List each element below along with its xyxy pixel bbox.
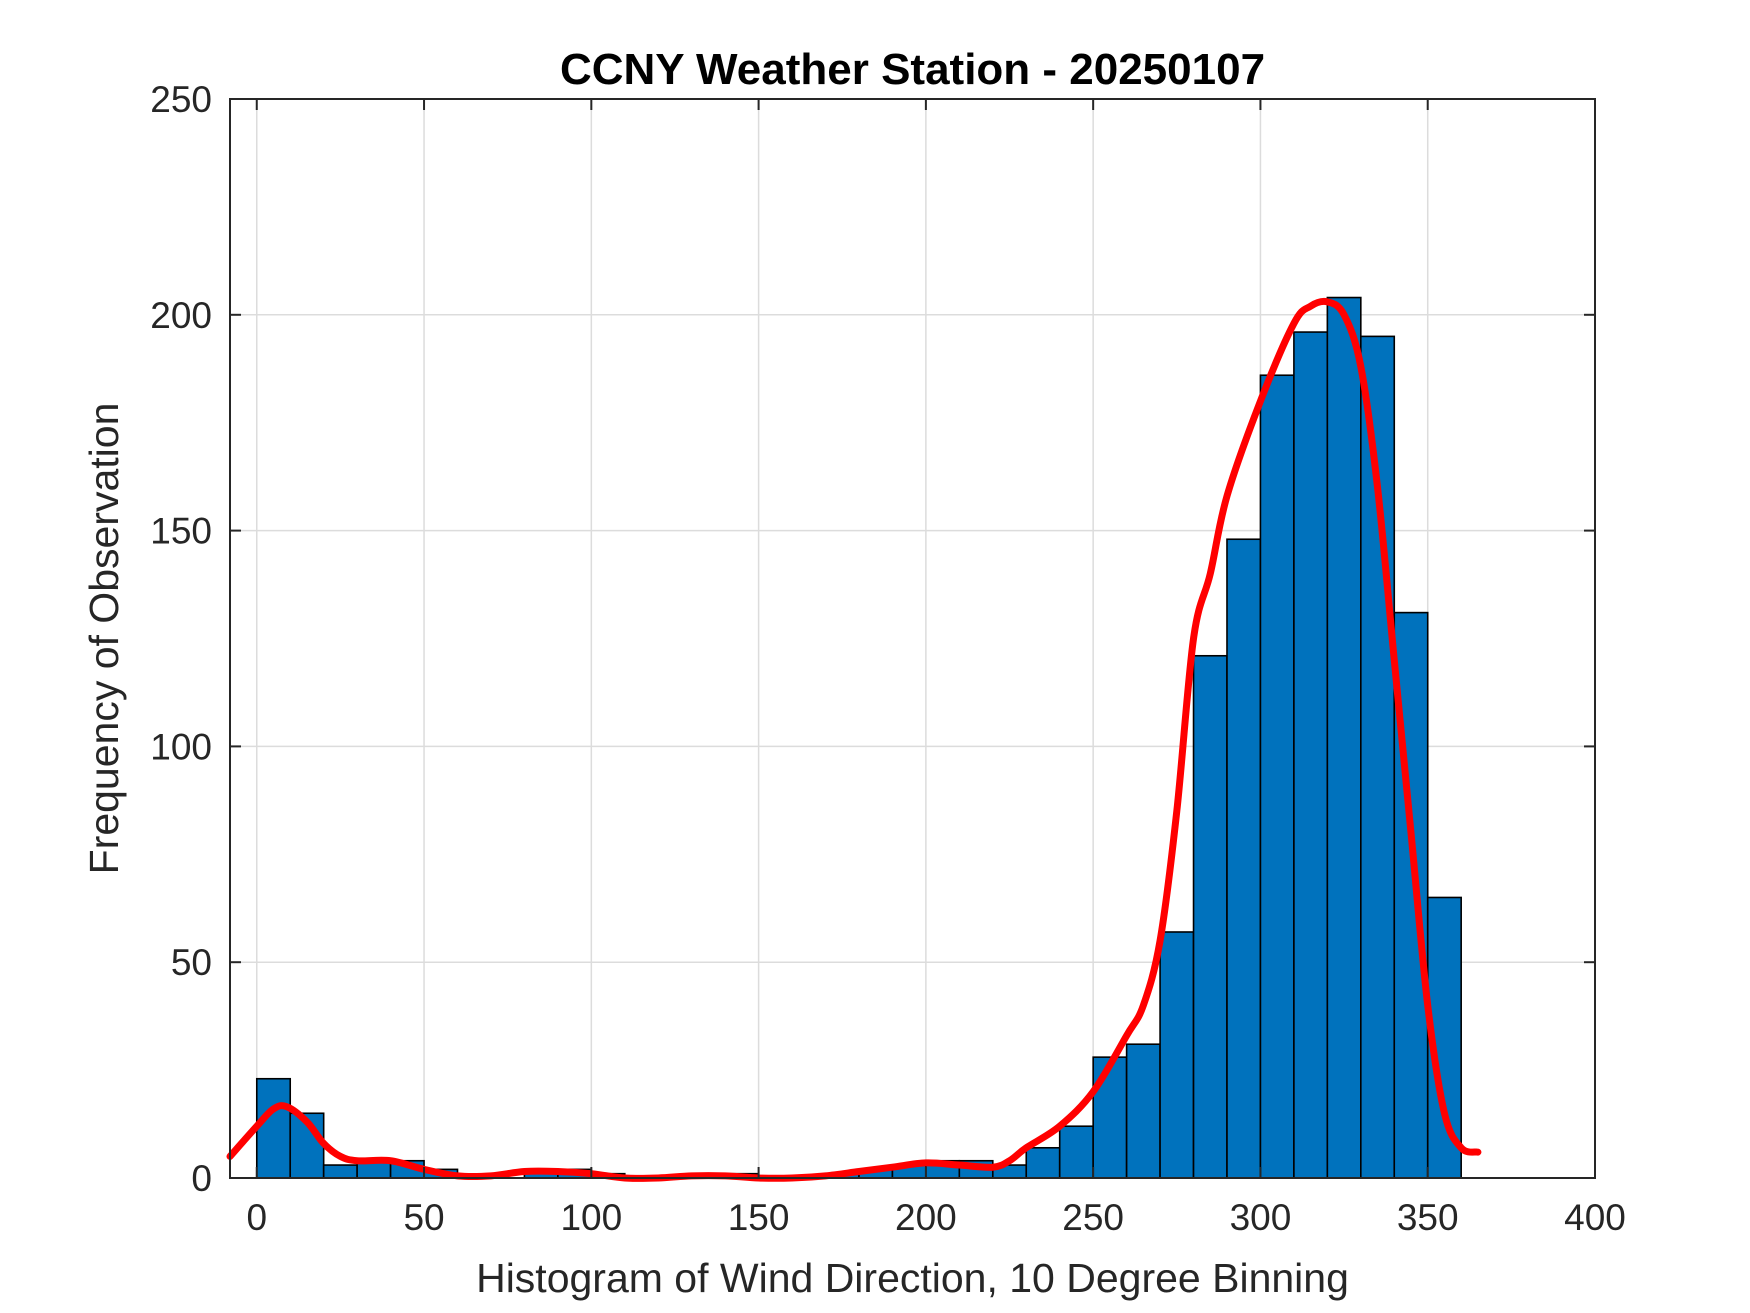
histogram-bar <box>255 1077 292 1179</box>
y-tick-label: 100 <box>150 726 212 767</box>
x-tick-label: 250 <box>1062 1197 1124 1238</box>
x-tick-label: 50 <box>403 1197 444 1238</box>
x-tick-label: 300 <box>1230 1197 1292 1238</box>
histogram-bar <box>1092 1056 1128 1179</box>
y-tick-label: 150 <box>150 511 212 552</box>
chart-title: CCNY Weather Station - 20250107 <box>560 45 1265 94</box>
x-tick-label: 0 <box>246 1197 267 1238</box>
x-tick-label: 150 <box>728 1197 790 1238</box>
histogram-bar <box>1426 896 1462 1179</box>
histogram-bar <box>1293 331 1329 1179</box>
x-tick-label: 200 <box>895 1197 957 1238</box>
histogram-bar <box>1259 374 1295 1179</box>
y-tick-label: 200 <box>150 295 212 336</box>
x-tick-label: 100 <box>560 1197 622 1238</box>
x-axis-label: Histogram of Wind Direction, 10 Degree B… <box>476 1255 1349 1301</box>
histogram-bar <box>1025 1146 1061 1179</box>
axes <box>229 98 1596 1179</box>
histogram-bar <box>1125 1043 1161 1179</box>
histogram-bar <box>1226 538 1262 1179</box>
histogram-bars <box>255 296 1462 1179</box>
histogram-bar <box>1192 654 1228 1179</box>
x-tick-label: 350 <box>1397 1197 1459 1238</box>
y-tick-labels: 0 50 100 150 200 250 <box>150 79 212 1199</box>
axes-box <box>229 98 1596 1179</box>
histogram-bar <box>1159 931 1195 1179</box>
histogram-bar <box>1058 1125 1094 1179</box>
histogram-bar <box>322 1164 358 1179</box>
x-tick-labels: 0 50 100 150 200 250 300 350 400 <box>246 1197 1625 1238</box>
x-tick-label: 400 <box>1564 1197 1626 1238</box>
y-tick-label: 250 <box>150 79 212 120</box>
y-axis-label: Frequency of Observation <box>81 403 127 875</box>
y-tick-label: 0 <box>191 1158 212 1199</box>
y-tick-label: 50 <box>171 942 212 983</box>
histogram-bar <box>1326 296 1362 1179</box>
